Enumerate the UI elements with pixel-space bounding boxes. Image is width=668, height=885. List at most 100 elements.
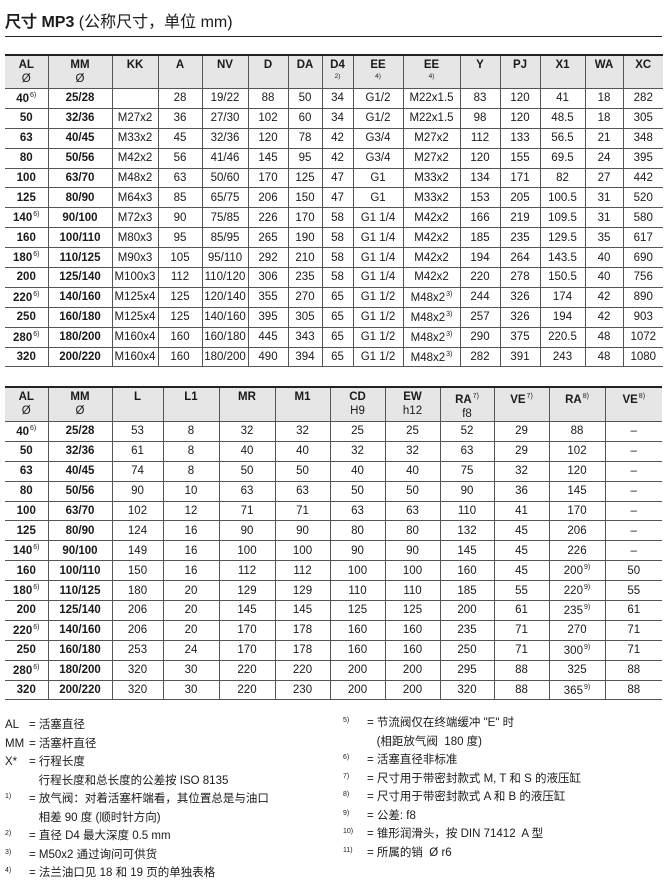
- table-cell: 63: [157, 168, 202, 189]
- table-cell: 28: [157, 88, 202, 109]
- footnote-text: = 活塞直径: [29, 719, 85, 731]
- table-cell: 2806): [5, 327, 48, 348]
- table-cell: 102: [247, 108, 288, 129]
- table-cell: 406): [5, 88, 48, 109]
- table-cell: 171: [499, 168, 540, 189]
- cell-footnote: 3): [446, 290, 453, 298]
- table-cell: 520: [622, 187, 663, 209]
- header-unit: Ø: [21, 73, 31, 85]
- table-cell: 40: [584, 267, 623, 288]
- table-cell: 125: [5, 187, 48, 209]
- table-cell: 27: [584, 168, 623, 189]
- table-cell: 58: [321, 267, 353, 288]
- table-cell: 60: [287, 108, 322, 129]
- footnote-key: 5): [343, 717, 350, 724]
- table-cell: 160: [157, 347, 202, 368]
- table-cell: 112: [218, 560, 275, 582]
- column-header: WA: [584, 54, 623, 89]
- footnote-text: = 活塞直径非标准: [367, 754, 458, 766]
- table-cell: 320: [5, 680, 48, 701]
- column-header: EE 4): [352, 54, 403, 89]
- table-cell: 194: [539, 307, 585, 328]
- table-row: 63 40/45 74 8 50 50 40 40 75 32 120–: [5, 461, 662, 482]
- header-label: DA: [296, 59, 314, 71]
- table-cell: 264: [499, 247, 540, 269]
- table-cell: M48x2: [111, 168, 158, 189]
- table-cell: 8: [162, 421, 219, 442]
- table-cell: 145: [548, 481, 605, 502]
- table-row: 1806) 110/125 180 20 129 129 110 110 185 55 2209) 5…: [5, 580, 662, 602]
- footnote-text: = 尺寸用于带密封款式 A 和 B 的液压缸: [367, 791, 566, 803]
- table-cell: 88: [604, 660, 662, 681]
- table-cell: 40: [218, 441, 275, 462]
- table-cell: 244: [459, 287, 500, 308]
- table-cell: 178: [274, 620, 330, 641]
- table-cell: 50: [384, 481, 440, 502]
- table-cell: 140/160: [201, 307, 248, 328]
- header-label: D4: [330, 59, 345, 71]
- table-cell: 40/45: [47, 128, 112, 149]
- table-cell: 80/90: [47, 520, 112, 542]
- table-cell: M48x23): [402, 327, 460, 348]
- footnote: 7) = 尺寸用于带密封款式 M, T 和 S 的液压缸: [343, 770, 581, 789]
- table-cell: 200: [439, 600, 494, 621]
- table-cell: 65/75: [201, 187, 248, 209]
- footnote: 6) = 活塞直径非标准: [343, 751, 581, 770]
- table-cell: 150: [111, 560, 163, 582]
- table-row: 250 160/180 253 24 170 178 160 160 250 71 3009) 71: [5, 640, 662, 661]
- table-cell: 36: [157, 108, 202, 129]
- table-cell: G1 1/4: [352, 207, 403, 229]
- column-header: L1: [162, 386, 219, 422]
- table-cell: 120: [499, 88, 540, 109]
- table-cell: 71: [274, 501, 330, 522]
- table-cell: M27x2: [402, 148, 460, 169]
- column-header: X1: [539, 54, 585, 89]
- table-cell: 391: [499, 347, 540, 368]
- table-cell: 50: [287, 88, 322, 109]
- table-cell: 170: [218, 640, 275, 661]
- table-cell: M33x2: [402, 168, 460, 189]
- table-cell: 45: [157, 128, 202, 149]
- cell-value: 40: [16, 92, 30, 105]
- table-row: 2206) 140/160 206 20 170 178 160 160 235 71 270 71: [5, 620, 662, 641]
- table-row: 1806) 110/125 M90x3 105 95/110 292 210 58 G1 1/4…: [5, 247, 663, 269]
- table-cell: 145: [439, 540, 494, 562]
- table-cell: 132: [439, 520, 494, 542]
- table-cell: 63: [5, 461, 48, 482]
- header-label: XC: [635, 59, 652, 71]
- table-cell: M48x23): [402, 287, 460, 308]
- table-cell: 16: [162, 540, 219, 562]
- table-cell: 30: [162, 660, 219, 681]
- table-cell: 170: [287, 207, 322, 229]
- table-cell: 58: [321, 227, 353, 249]
- table-cell: 80: [384, 520, 440, 542]
- table-cell: 42: [321, 148, 353, 169]
- table-cell: 445: [247, 327, 288, 348]
- table-cell: 320: [111, 660, 163, 681]
- header-label: Y: [476, 59, 484, 71]
- table-cell: 149: [111, 540, 163, 562]
- table-cell: M160x4: [111, 327, 158, 348]
- table-cell: 32: [218, 421, 275, 442]
- table-cell: M33x2: [111, 128, 158, 149]
- column-header: MM Ø: [47, 386, 112, 422]
- footnote-text: = 公差: f8: [367, 809, 416, 822]
- footnote-text: = 活塞杆直径: [29, 737, 97, 750]
- table-cell: 50: [218, 461, 275, 482]
- table-cell: –: [604, 421, 662, 442]
- footnote: AL = 活塞直径: [5, 716, 269, 735]
- table-cell: 305: [622, 108, 663, 129]
- table-cell: 112: [274, 560, 330, 582]
- cell-value: 365: [563, 684, 583, 697]
- table-cell: 31: [584, 187, 623, 209]
- table-cell: 32: [274, 421, 330, 442]
- table-cell: 110/120: [201, 267, 248, 288]
- table-cell: 47: [321, 168, 353, 189]
- table-cell: 150.5: [539, 267, 585, 288]
- table-cell: 80: [5, 481, 48, 502]
- table-cell: 110: [384, 580, 440, 602]
- table-cell: –: [604, 441, 662, 462]
- table-cell: 100: [329, 560, 385, 582]
- table-cell: 71: [493, 620, 549, 641]
- table-cell: 20: [162, 600, 219, 621]
